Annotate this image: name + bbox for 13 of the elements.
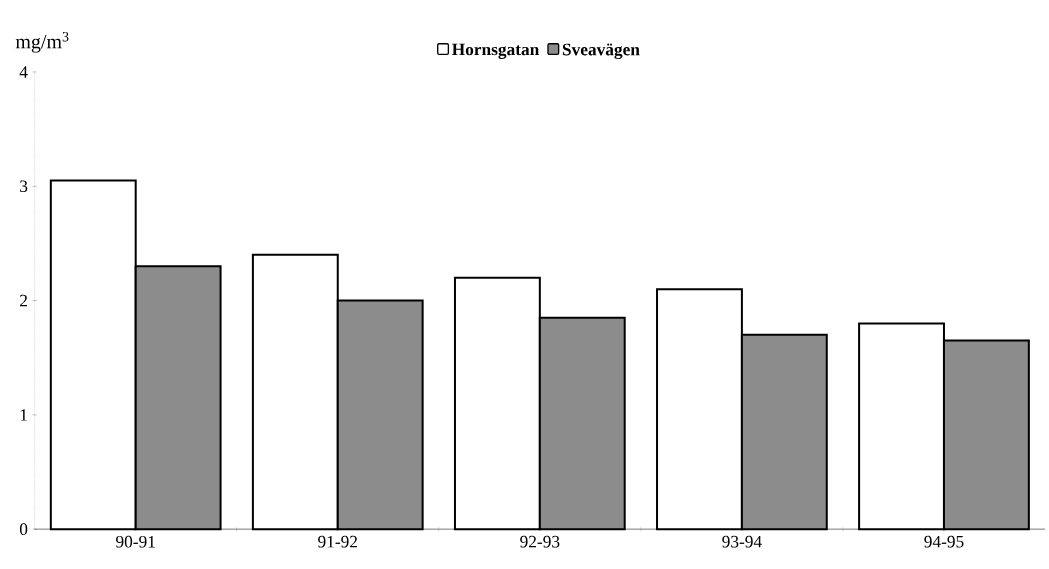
y-tick-label: 4	[19, 66, 28, 78]
y-axis-title: mg/m$^{3}$	[15, 31, 69, 53]
y-tick-label: 0	[19, 523, 28, 535]
x-tick-label: 90-91	[116, 535, 155, 548]
x-tick-label: 93-94	[722, 535, 762, 548]
y-tick-label: 2	[20, 294, 27, 307]
legend-label: Sveavägen	[562, 43, 640, 59]
y-tick-label: 1	[20, 409, 27, 421]
legend-label: Hornsgatan	[452, 43, 540, 59]
y-tick-label: 3	[20, 180, 28, 193]
x-tick-label: 92-93	[520, 535, 560, 548]
x-tick-label: 94-95	[924, 535, 964, 548]
x-tick-label: 91-92	[318, 535, 358, 548]
